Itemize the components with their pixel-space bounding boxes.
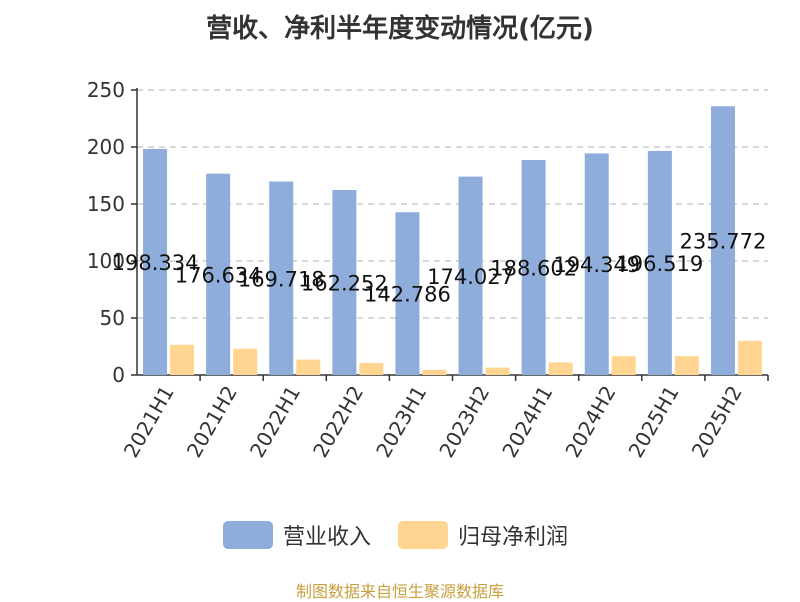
bar-revenue bbox=[395, 212, 420, 375]
data-label: 235.772 bbox=[680, 230, 767, 254]
legend-item-revenue[interactable]: 营业收入 bbox=[223, 519, 371, 551]
y-tick-label: 50 bbox=[100, 306, 125, 330]
x-tick-label: 2025H1 bbox=[624, 382, 684, 462]
data-label: 188.602 bbox=[490, 256, 577, 280]
bar-revenue bbox=[143, 148, 168, 375]
bar-net-profit bbox=[359, 363, 384, 375]
y-tick-label: 250 bbox=[87, 78, 125, 102]
x-tick-label: 2024H2 bbox=[560, 382, 620, 462]
x-tick-label: 2025H2 bbox=[687, 382, 747, 462]
x-tick-label: 2022H2 bbox=[308, 382, 368, 462]
y-tick-label: 200 bbox=[87, 135, 125, 159]
legend-swatch-revenue bbox=[223, 521, 273, 549]
x-tick-label: 2023H1 bbox=[371, 382, 431, 462]
bar-net-profit bbox=[233, 348, 258, 375]
legend-label-net-profit: 归母净利润 bbox=[458, 525, 569, 550]
x-tick-label: 2023H2 bbox=[434, 382, 494, 462]
bar-revenue bbox=[647, 150, 672, 375]
y-tick-label: 0 bbox=[112, 363, 125, 387]
data-label: 142.786 bbox=[364, 283, 451, 307]
x-tick-label: 2024H1 bbox=[497, 382, 557, 462]
chart-title: 营收、净利半年度变动情况(亿元) bbox=[206, 14, 594, 44]
x-tick-label: 2021H1 bbox=[119, 382, 179, 462]
bar-revenue bbox=[584, 153, 609, 375]
source-note: 制图数据来自恒生聚源数据库 bbox=[295, 582, 504, 601]
data-label: 169.718 bbox=[238, 267, 325, 291]
legend: 营业收入 归母净利润 bbox=[0, 519, 800, 551]
x-tick-label: 2021H2 bbox=[182, 382, 242, 462]
bar-net-profit bbox=[296, 359, 321, 375]
bar-net-profit bbox=[170, 344, 195, 375]
bar-net-profit bbox=[674, 356, 699, 375]
bar-revenue bbox=[458, 176, 483, 375]
legend-label-revenue: 营业收入 bbox=[283, 525, 372, 550]
data-label: 194.349 bbox=[553, 253, 640, 277]
y-tick-label: 100 bbox=[87, 249, 125, 273]
bar-revenue bbox=[521, 159, 546, 375]
data-label: 176.634 bbox=[175, 263, 262, 287]
bar-net-profit bbox=[548, 362, 573, 375]
data-label: 162.252 bbox=[301, 272, 388, 296]
data-label: 198.334 bbox=[112, 251, 199, 275]
bar-net-profit bbox=[611, 356, 636, 375]
bar-revenue bbox=[269, 181, 294, 375]
bar-revenue bbox=[710, 106, 735, 376]
x-tick-label: 2022H1 bbox=[245, 382, 305, 462]
legend-item-net-profit[interactable]: 归母净利润 bbox=[398, 519, 568, 551]
data-label: 174.027 bbox=[427, 265, 514, 289]
bar-net-profit bbox=[485, 367, 510, 375]
legend-swatch-net-profit bbox=[398, 521, 448, 549]
y-tick-label: 150 bbox=[87, 192, 125, 216]
bar-net-profit bbox=[737, 340, 762, 375]
bar-revenue bbox=[332, 190, 357, 375]
bar-net-profit bbox=[422, 369, 447, 375]
data-label: 196.519 bbox=[616, 252, 703, 276]
bar-revenue bbox=[206, 173, 231, 375]
